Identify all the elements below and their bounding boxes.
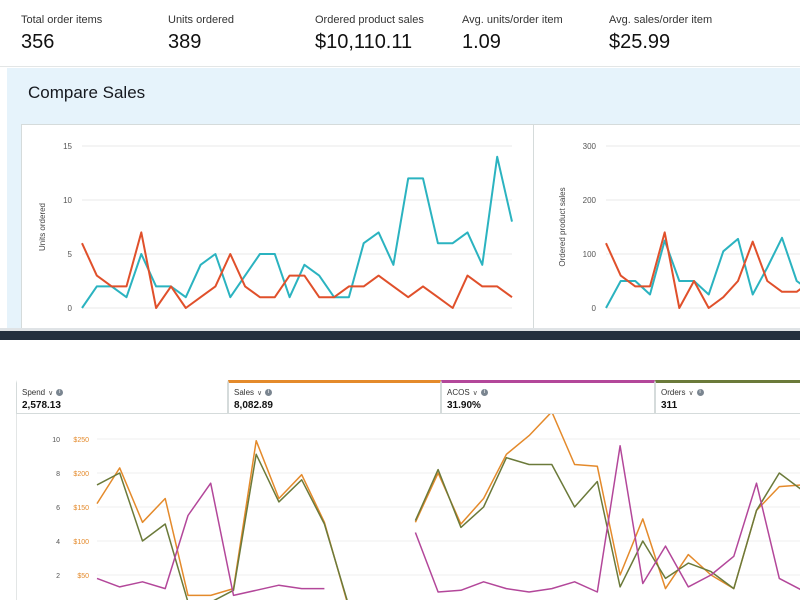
compare-sales-section: Compare Sales 0 5 10 15 Units ordered 0 100 20…: [7, 68, 800, 332]
kpi-ordered-product-sales: Ordered product sales $10,110.11: [315, 14, 424, 54]
kpi-label: Avg. sales/order item: [609, 14, 713, 26]
kpi-label: Ordered product sales: [315, 14, 424, 26]
metric-label: Spend: [22, 388, 46, 397]
info-icon[interactable]: i: [56, 389, 64, 397]
kpi-value: $10,110.11: [315, 31, 413, 53]
y-tick-label-left: 4: [56, 539, 60, 546]
metric-label-row: ACOS ∨ i: [447, 388, 488, 397]
info-icon[interactable]: i: [265, 389, 273, 397]
metric-label-row: Sales ∨ i: [234, 388, 273, 397]
kpi-avg-units: Avg. units/order item 1.09: [462, 14, 563, 54]
section-divider: [0, 328, 800, 344]
y-tick-label-right: $150: [73, 505, 89, 512]
chevron-down-icon[interactable]: ∨: [472, 390, 478, 397]
advertising-chart-panel: 2 $50 4 $100 6 $150 8 $200 10 $250: [16, 411, 800, 605]
units-ordered-chart: 0 5 10 15 Units ordered: [38, 142, 513, 313]
kpi-total-order-items: Total order items 356: [21, 14, 102, 54]
kpi-value: 389: [168, 31, 202, 53]
y-tick-label-right: $50: [77, 573, 89, 580]
y-tick-label: 200: [583, 196, 597, 205]
metric-label-row: Orders ∨ i: [661, 388, 704, 397]
ordered-product-sales-chart: 0 100 200 300 Ordered product sales: [558, 142, 800, 313]
metric-value: 8,082.89: [234, 400, 273, 411]
units-ordered-chart-panel: 0 5 10 15 Units ordered: [21, 124, 534, 332]
y-tick-label: 300: [583, 142, 597, 151]
y-tick-label: 15: [63, 142, 72, 151]
metric-value: 311: [661, 400, 678, 411]
advertising-metrics-chart: 2 $50 4 $100 6 $150 8 $200 10 $250: [52, 411, 800, 605]
sales-chart-panel: 0 100 200 300 Ordered product sales: [533, 124, 800, 332]
y-axis-label: Units ordered: [38, 203, 47, 251]
kpi-avg-sales: Avg. sales/order item $25.99: [609, 14, 712, 54]
metric-card-spend[interactable]: Spend ∨ i 2,578.13: [16, 380, 228, 414]
series-line-1: [81, 231, 513, 309]
metric-label: ACOS: [447, 388, 470, 397]
y-tick-label-left: 6: [56, 505, 60, 512]
metric-card-sales[interactable]: Sales ∨ i 8,082.89: [228, 380, 441, 414]
y-tick-label-left: 10: [52, 437, 60, 444]
kpi-label: Units ordered: [168, 14, 235, 26]
y-tick-label-right: $250: [73, 437, 89, 444]
metric-selector-bar: Spend ∨ i 2,578.13 Sales ∨ i 8,082.89 ACOS ∨ i…: [16, 380, 800, 414]
y-axis-label: Ordered product sales: [558, 187, 567, 266]
y-tick-label-left: 2: [56, 573, 60, 580]
metric-label: Sales: [234, 388, 255, 397]
y-tick-label-left: 8: [56, 471, 60, 478]
y-tick-label-right: $200: [73, 471, 89, 478]
chevron-down-icon[interactable]: ∨: [48, 390, 54, 397]
info-icon[interactable]: i: [480, 389, 488, 397]
kpi-units-ordered: Units ordered 389: [168, 14, 234, 54]
y-tick-label: 10: [63, 196, 72, 205]
y-tick-label: 0: [68, 304, 73, 313]
chevron-down-icon[interactable]: ∨: [257, 390, 263, 397]
y-tick-label: 5: [68, 250, 73, 259]
chevron-down-icon[interactable]: ∨: [688, 390, 694, 397]
kpi-value: 1.09: [462, 31, 501, 53]
series-line-1: [605, 231, 800, 309]
kpi-label: Avg. units/order item: [462, 14, 563, 26]
metric-card-acos[interactable]: ACOS ∨ i 31.90%: [441, 380, 655, 414]
metric-card-orders[interactable]: Orders ∨ i 311: [655, 380, 800, 414]
series-line-2: [96, 445, 800, 597]
metric-value: 2,578.13: [22, 400, 61, 411]
y-tick-label: 0: [592, 304, 597, 313]
series-line-1: [96, 453, 800, 605]
section-title: Compare Sales: [28, 83, 146, 102]
kpi-bar: Total order items 356 Units ordered 389 …: [0, 0, 800, 67]
series-line-0: [81, 155, 513, 309]
info-icon[interactable]: i: [696, 389, 704, 397]
y-tick-label-right: $100: [73, 539, 89, 546]
kpi-label: Total order items: [21, 14, 103, 26]
kpi-value: $25.99: [609, 31, 671, 53]
metric-value: 31.90%: [447, 400, 481, 411]
y-tick-label: 100: [583, 250, 597, 259]
metric-label: Orders: [661, 388, 686, 397]
metric-label-row: Spend ∨ i: [22, 388, 64, 397]
kpi-value: 356: [21, 31, 55, 53]
